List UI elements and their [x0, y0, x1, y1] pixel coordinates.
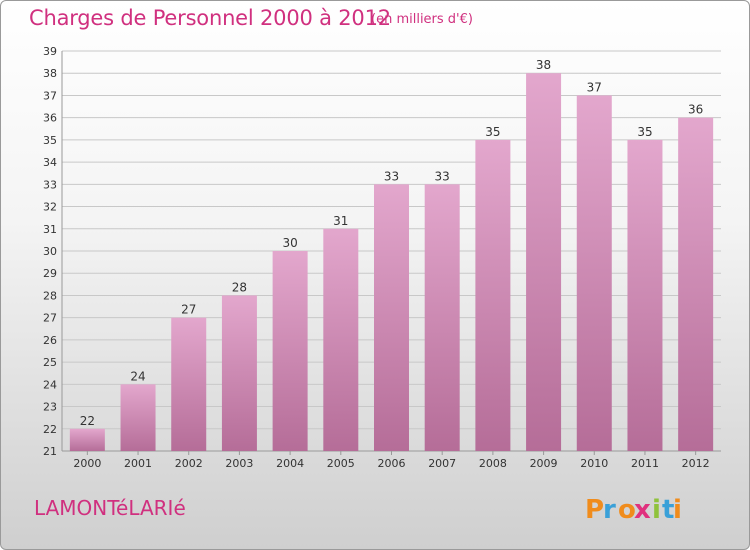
bar-2000	[69, 428, 105, 451]
y-tick-label: 34	[43, 156, 57, 169]
x-tick-label: 2007	[428, 457, 456, 470]
bar-2005	[323, 228, 359, 451]
y-tick-label: 33	[43, 178, 57, 191]
x-tick-label: 2012	[682, 457, 710, 470]
x-tick-label: 2004	[276, 457, 304, 470]
y-tick-label: 30	[43, 245, 57, 258]
x-tick-label: 2011	[631, 457, 659, 470]
y-tick-label: 28	[43, 289, 57, 302]
y-tick-label: 21	[43, 445, 57, 458]
logo-letter: x	[634, 495, 651, 525]
y-tick-label: 29	[43, 267, 57, 280]
y-tick-label: 24	[43, 378, 57, 391]
data-label-2011: 35	[637, 125, 652, 139]
data-label-2006: 33	[384, 169, 399, 183]
y-tick-label: 31	[43, 223, 57, 236]
logo-letter: i	[673, 495, 682, 525]
bar-2010	[576, 95, 612, 451]
y-tick-label: 23	[43, 401, 57, 414]
bar-2006	[374, 184, 409, 452]
y-tick-label: 25	[43, 356, 57, 369]
data-label-2012: 36	[688, 103, 703, 117]
bar-2004	[272, 251, 308, 451]
data-label-2001: 24	[130, 369, 145, 383]
logo-letter: i	[652, 495, 661, 525]
y-tick-label: 38	[43, 67, 57, 80]
y-tick-label: 27	[43, 312, 57, 325]
data-label-2010: 37	[587, 80, 602, 94]
bar-2003	[221, 295, 257, 451]
bar-2001	[120, 384, 156, 451]
data-label-2009: 38	[536, 58, 551, 72]
data-label-2004: 30	[282, 236, 297, 250]
y-tick-label: 37	[43, 89, 57, 102]
bar-2008	[475, 139, 511, 451]
y-tick-label: 26	[43, 334, 57, 347]
bar-2009	[526, 73, 562, 451]
data-label-2003: 28	[232, 280, 247, 294]
y-tick-label: 32	[43, 201, 57, 214]
x-tick-label: 2010	[580, 457, 608, 470]
y-tick-label: 35	[43, 134, 57, 147]
x-tick-label: 2000	[73, 457, 101, 470]
bar-2002	[171, 317, 207, 451]
x-tick-label: 2001	[124, 457, 152, 470]
x-tick-label: 2003	[225, 457, 253, 470]
x-tick-label: 2002	[175, 457, 203, 470]
chart-subtitle: (en milliers d'€)	[371, 12, 473, 27]
x-tick-label: 2008	[479, 457, 507, 470]
x-tick-label: 2005	[327, 457, 355, 470]
y-tick-label: 36	[43, 112, 57, 125]
y-tick-label: 39	[43, 45, 57, 58]
x-tick-label: 2006	[378, 457, 406, 470]
bar-2012	[678, 117, 714, 452]
logo-letter: P	[585, 495, 604, 525]
x-tick-label: 2009	[530, 457, 558, 470]
place-name: LAMONTéLARIé	[34, 496, 186, 520]
proxiti-logo-icon: Pr ox i ti	[585, 495, 682, 525]
bar-chart: 21 22 23 24 25 26 27 28 29 30 31 32 33 34 35 36 37 38 39 20…	[43, 45, 721, 470]
data-label-2007: 33	[435, 169, 450, 183]
bar-2007	[424, 184, 460, 452]
data-label-2005: 31	[333, 214, 348, 228]
chart-title: Charges de Personnel 2000 à 2012	[29, 6, 391, 30]
data-label-2000: 22	[80, 414, 95, 428]
bar-2011	[627, 139, 663, 451]
data-label-2002: 27	[181, 303, 196, 317]
logo-letter: r	[603, 495, 616, 525]
logo-letter: t	[662, 495, 674, 525]
y-tick-label: 22	[43, 423, 57, 436]
data-label-2008: 35	[485, 125, 500, 139]
logo-letter: o	[618, 495, 636, 525]
